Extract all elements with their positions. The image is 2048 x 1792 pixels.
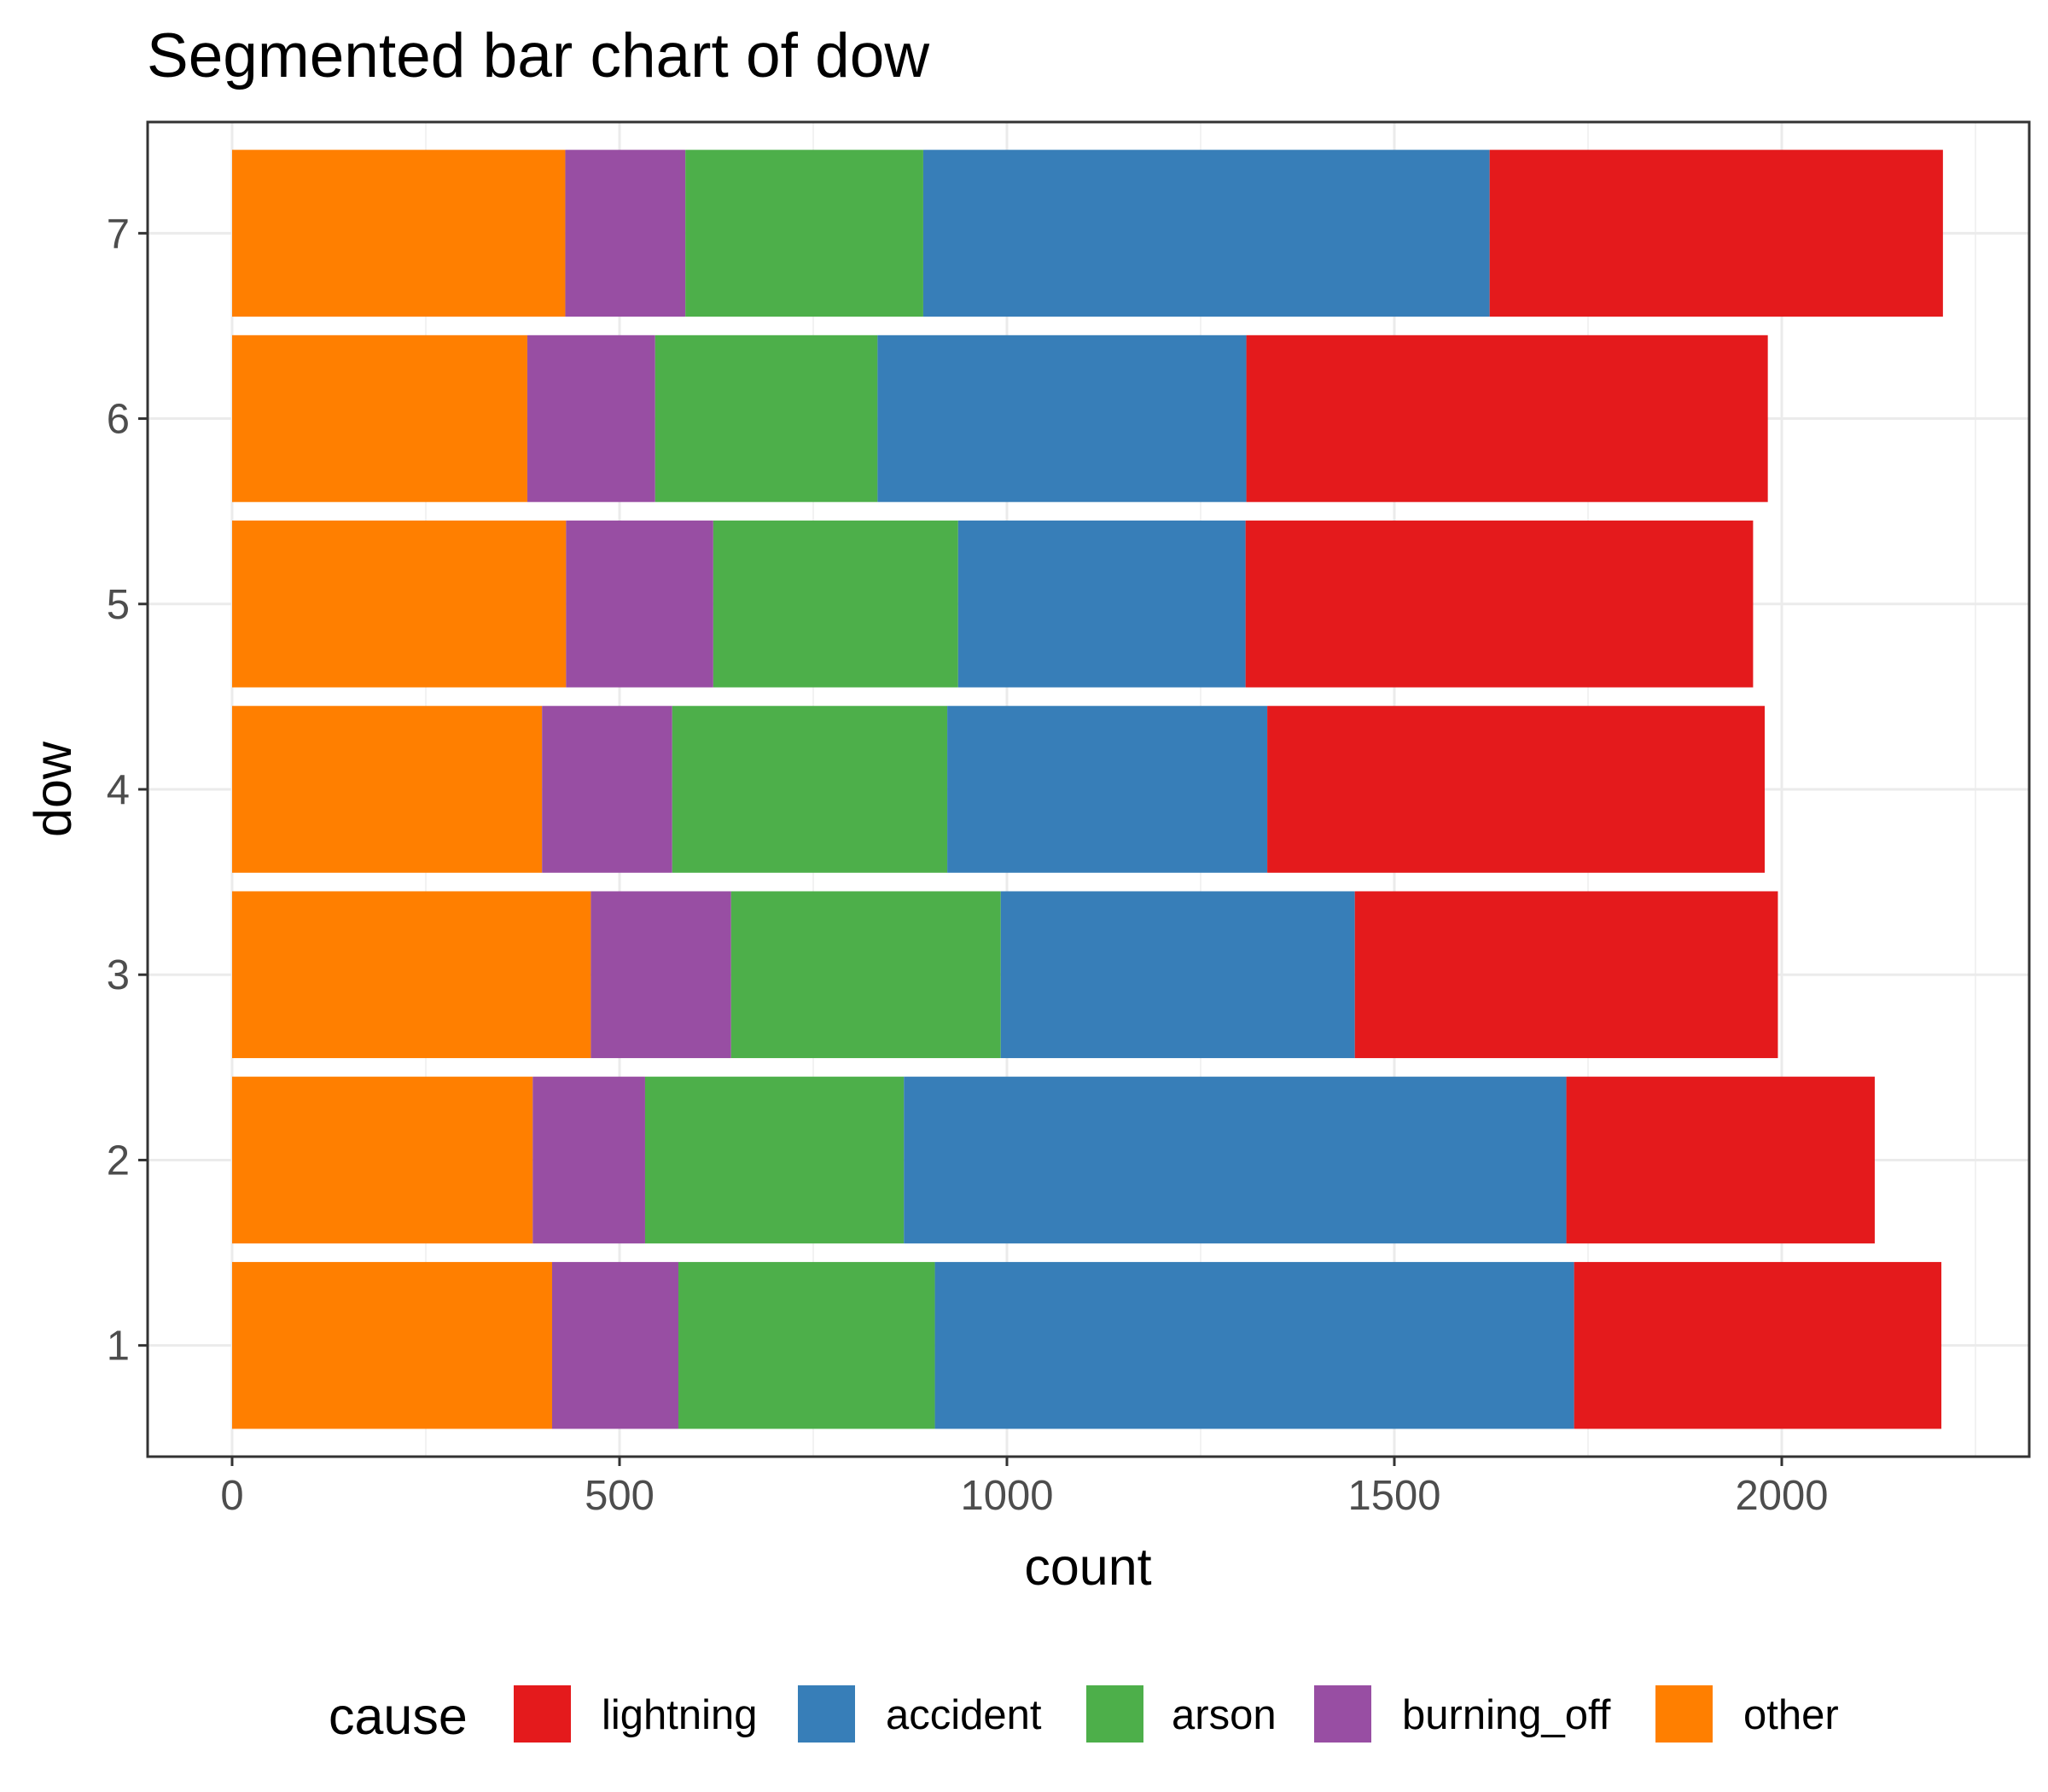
chart-title: Segmented bar chart of dow [147,21,929,90]
bar-segment-arson-dow-7 [685,149,923,317]
bar-segment-accident-dow-5 [957,521,1246,688]
bar-segment-burning_off-dow-6 [527,335,655,503]
legend-label-burning_off: burning_off [1402,1692,1611,1738]
legend-label-arson: arson [1172,1692,1277,1738]
y-axis-title: dow [24,741,82,837]
bar-segment-arson-dow-1 [678,1261,935,1429]
bar-segment-accident-dow-1 [934,1261,1574,1429]
bar-segment-other-dow-6 [232,335,527,503]
bar-segment-accident-dow-4 [947,706,1268,873]
x-tick-label: 1000 [960,1473,1053,1519]
bar-segment-burning_off-dow-1 [552,1261,679,1429]
bar-segment-lightning-dow-6 [1246,335,1768,503]
legend-key-burning_off [1314,1685,1371,1743]
bar-segment-lightning-dow-4 [1267,706,1766,873]
x-tick-label: 500 [585,1473,655,1519]
y-tick-label: 4 [107,767,130,813]
y-tick-label: 7 [107,211,130,257]
x-tick-label: 2000 [1735,1473,1828,1519]
bar-segment-accident-dow-3 [1000,891,1355,1058]
x-tick-label: 1500 [1347,1473,1440,1519]
y-tick-label: 5 [107,582,130,628]
y-axis: 1 2 3 4 5 6 7 [107,211,148,1370]
bar-segment-burning_off-dow-7 [565,149,686,317]
y-tick-label: 6 [107,397,130,443]
y-tick-label: 2 [107,1137,130,1184]
bar-segment-accident-dow-7 [922,149,1490,317]
legend-key-arson [1086,1685,1143,1743]
bar-segment-burning_off-dow-3 [591,891,731,1058]
bar-segment-arson-dow-3 [730,891,1001,1058]
bar-segment-other-dow-4 [232,706,543,873]
bar-segment-burning_off-dow-5 [566,521,713,688]
x-tick-label: 0 [220,1473,243,1519]
legend-label-accident: accident [886,1692,1042,1738]
bar-segment-arson-dow-5 [713,521,958,688]
bar-segment-other-dow-5 [232,521,567,688]
bar-segment-lightning-dow-7 [1489,149,1943,317]
bar-segment-accident-dow-2 [904,1076,1567,1244]
y-tick-label: 3 [107,952,130,998]
x-axis: 0 500 1000 1500 2000 [220,1457,1829,1519]
bar-segment-arson-dow-4 [672,706,948,873]
legend-label-other: other [1743,1692,1839,1738]
bar-segment-other-dow-1 [232,1261,553,1429]
bar-segment-arson-dow-6 [655,335,878,503]
legend-key-lightning [514,1685,571,1743]
bar-segment-burning_off-dow-2 [532,1076,645,1244]
y-tick-label: 1 [107,1324,130,1370]
legend-title: cause [329,1687,468,1745]
bar-segment-lightning-dow-2 [1566,1076,1875,1244]
bar-segment-lightning-dow-1 [1574,1261,1942,1429]
legend-label-lightning: lightning [602,1692,758,1738]
bar-segment-other-dow-7 [232,149,566,317]
bar-segment-other-dow-3 [232,891,591,1058]
bar-segment-accident-dow-6 [877,335,1247,503]
bars [232,149,1943,1429]
bar-segment-lightning-dow-5 [1245,521,1754,688]
legend-key-other [1655,1685,1713,1743]
bar-segment-lightning-dow-3 [1354,891,1778,1058]
bar-segment-other-dow-2 [232,1076,533,1244]
bar-segment-arson-dow-2 [644,1076,905,1244]
x-axis-title: count [1024,1538,1151,1596]
legend: cause lightning accident arson burning_off o… [329,1685,1839,1745]
bar-segment-burning_off-dow-4 [542,706,672,873]
legend-key-accident [798,1685,855,1743]
